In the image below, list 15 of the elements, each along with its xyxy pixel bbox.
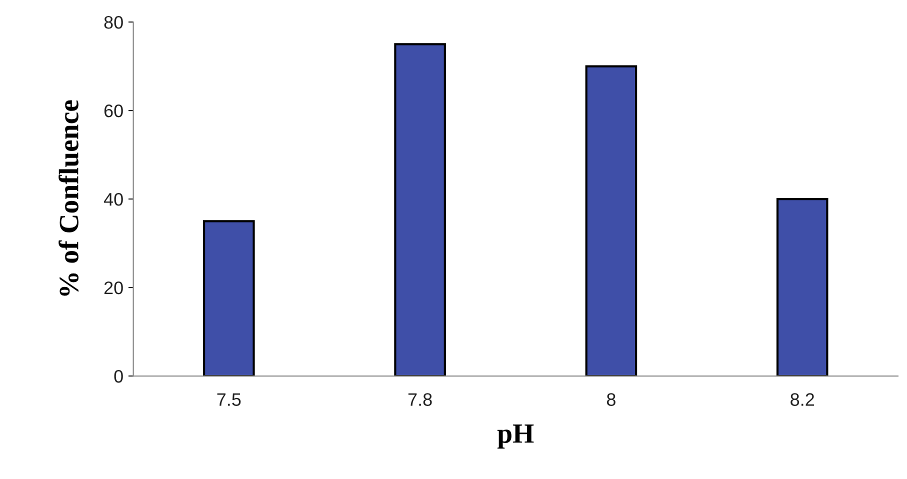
x-tick-label: 7.8 [408, 393, 432, 406]
x-tick-label: 8.2 [790, 393, 814, 406]
y-tick-label: 40 [104, 192, 123, 206]
bar [203, 220, 255, 376]
bar [394, 43, 446, 376]
y-tick-label: 80 [104, 16, 123, 29]
y-axis-title: % of Confluence [58, 100, 79, 296]
y-tick-label: 20 [104, 281, 123, 294]
x-tick-label: 7.5 [217, 393, 241, 406]
y-tick-label: 60 [104, 104, 123, 118]
y-tick-label: 0 [114, 370, 123, 383]
x-tick-label: 8 [606, 393, 616, 406]
bar [585, 65, 638, 376]
bar [776, 198, 828, 376]
x-axis-title: pH [497, 424, 534, 449]
